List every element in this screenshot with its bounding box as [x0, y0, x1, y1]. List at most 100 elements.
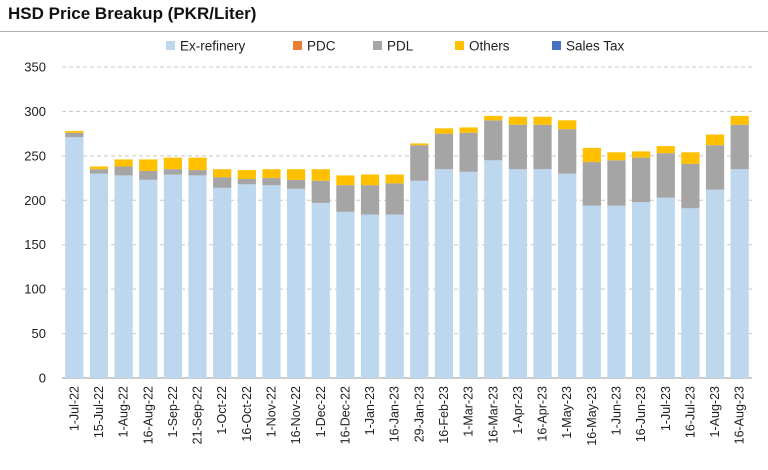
bar-segment-others — [558, 120, 577, 130]
x-tick-label: 1-Nov-22 — [264, 386, 278, 437]
bar-segment-others — [533, 116, 552, 125]
x-tick-label: 1-Dec-22 — [314, 386, 328, 437]
bar-segment-others — [705, 134, 725, 146]
legend-label: PDL — [387, 39, 414, 54]
x-tick-label: 1-Jun-23 — [609, 386, 623, 435]
bar-segment-pdl — [139, 170, 158, 180]
bar-segment-pdl — [410, 145, 429, 181]
bar-segment-others — [336, 175, 355, 186]
bar-segment-pdl — [607, 160, 626, 206]
legend-label: Others — [469, 39, 510, 54]
x-tick-label: 16-Nov-22 — [289, 386, 303, 444]
bar-segment-others — [681, 152, 700, 164]
x-tick-label: 16-Jul-23 — [683, 386, 697, 438]
bar-segment-ex-refinery — [360, 214, 380, 378]
bar-segment-ex-refinery — [533, 169, 552, 378]
legend-swatch — [552, 41, 561, 50]
bar-segment-others — [213, 169, 232, 178]
bar-segment-others — [582, 147, 601, 163]
bar-segment-others — [484, 115, 503, 121]
bar-segment-others — [607, 152, 626, 161]
legend-swatch — [455, 41, 464, 50]
bar-segment-ex-refinery — [286, 188, 306, 378]
bar-segment-ex-refinery — [237, 184, 256, 378]
x-tick-label: 16-Feb-23 — [437, 386, 451, 444]
x-tick-label: 1-Mar-23 — [462, 386, 476, 437]
title-divider — [0, 31, 768, 32]
y-tick-label: 0 — [39, 371, 46, 386]
bar-segment-pdl — [262, 178, 281, 186]
x-tick-label: 16-May-23 — [585, 386, 599, 446]
bar-segment-ex-refinery — [730, 169, 749, 378]
bar-segment-others — [139, 159, 158, 171]
bar-segment-pdl — [705, 145, 725, 190]
bar-segment-others — [434, 128, 454, 134]
bar-segment-pdl — [385, 183, 404, 215]
x-tick-label: 16-Mar-23 — [486, 386, 500, 444]
bar-segment-pdl — [459, 132, 478, 172]
x-tick-label: 1-Oct-22 — [215, 386, 229, 435]
legend-swatch — [373, 41, 382, 50]
bar-segment-ex-refinery — [114, 175, 133, 378]
bar-segment-pdl — [65, 132, 84, 138]
chart-title: HSD Price Breakup (PKR/Liter) — [8, 4, 257, 23]
bar-segment-ex-refinery — [705, 189, 725, 378]
bar-segment-ex-refinery — [558, 173, 577, 378]
y-tick-label: 150 — [24, 237, 46, 252]
bar-segment-ex-refinery — [139, 179, 158, 378]
legend-label: Ex-refinery — [180, 39, 246, 54]
bar-segment-pdl — [484, 120, 503, 161]
bar-segment-pdl — [681, 163, 700, 209]
bar-segment-others — [262, 169, 281, 179]
bar-segment-pdl — [336, 185, 355, 212]
bar-segment-others — [188, 157, 207, 171]
x-tick-label: 15-Jul-22 — [92, 386, 106, 438]
legend-label: PDC — [307, 39, 336, 54]
bar-segment-pdl — [656, 153, 675, 198]
x-tick-label: 1-Jan-23 — [363, 386, 377, 435]
bar-segment-pdl — [286, 179, 306, 189]
bar-segment-others — [385, 174, 404, 184]
x-tick-label: 16-Oct-22 — [240, 386, 254, 442]
bar-segment-ex-refinery — [656, 197, 675, 378]
bar-segment-pdl — [89, 169, 109, 174]
x-tick-label: 16-Jan-23 — [388, 386, 402, 442]
bar-segment-ex-refinery — [163, 174, 183, 378]
bar-segment-ex-refinery — [607, 205, 626, 378]
bar-segment-pdl — [311, 180, 330, 203]
x-tick-label: 16-Aug-23 — [733, 386, 747, 444]
x-tick-label: 1-Sep-22 — [166, 386, 180, 437]
bar-segment-pdl — [582, 162, 601, 206]
bar-segment-ex-refinery — [434, 169, 454, 378]
bar-segment-ex-refinery — [213, 187, 232, 378]
bar-segment-ex-refinery — [582, 205, 601, 378]
bar-segment-pdl — [163, 169, 183, 175]
bar-segment-others — [286, 169, 306, 180]
x-tick-label: 1-Aug-22 — [117, 386, 131, 437]
stacked-bar-chart: 0 50 100 150 200 250 300 350 1-Jul-22 15-Jul-22 1-… — [24, 39, 752, 446]
bar-segment-others — [360, 174, 380, 186]
y-tick-label: 200 — [24, 193, 46, 208]
x-tick-label: 21-Sep-22 — [191, 386, 205, 444]
bar-segment-ex-refinery — [188, 175, 207, 378]
bar-segment-pdl — [730, 124, 749, 170]
bar-segment-pdl — [188, 170, 207, 176]
bar-segment-others — [311, 169, 330, 181]
x-tick-label: 16-Jun-23 — [634, 386, 648, 442]
x-tick-label: 16-Dec-22 — [338, 386, 352, 444]
x-tick-label: 29-Jan-23 — [412, 386, 426, 442]
bar-segment-ex-refinery — [410, 180, 429, 378]
bar-segment-others — [730, 115, 749, 125]
bar-segment-ex-refinery — [262, 185, 281, 378]
bar-segment-others — [114, 159, 133, 167]
bar-segment-ex-refinery — [484, 160, 503, 378]
legend-swatch — [293, 41, 302, 50]
bar-segment-others — [656, 146, 675, 154]
bar-segment-ex-refinery — [681, 208, 700, 378]
bar-segment-others — [508, 116, 528, 125]
bar-segment-ex-refinery — [311, 202, 330, 378]
bar-segment-ex-refinery — [89, 173, 109, 378]
x-tick-label: 16-Apr-23 — [536, 386, 550, 442]
x-tick-label: 1-May-23 — [560, 386, 574, 439]
y-tick-label: 350 — [24, 60, 46, 75]
